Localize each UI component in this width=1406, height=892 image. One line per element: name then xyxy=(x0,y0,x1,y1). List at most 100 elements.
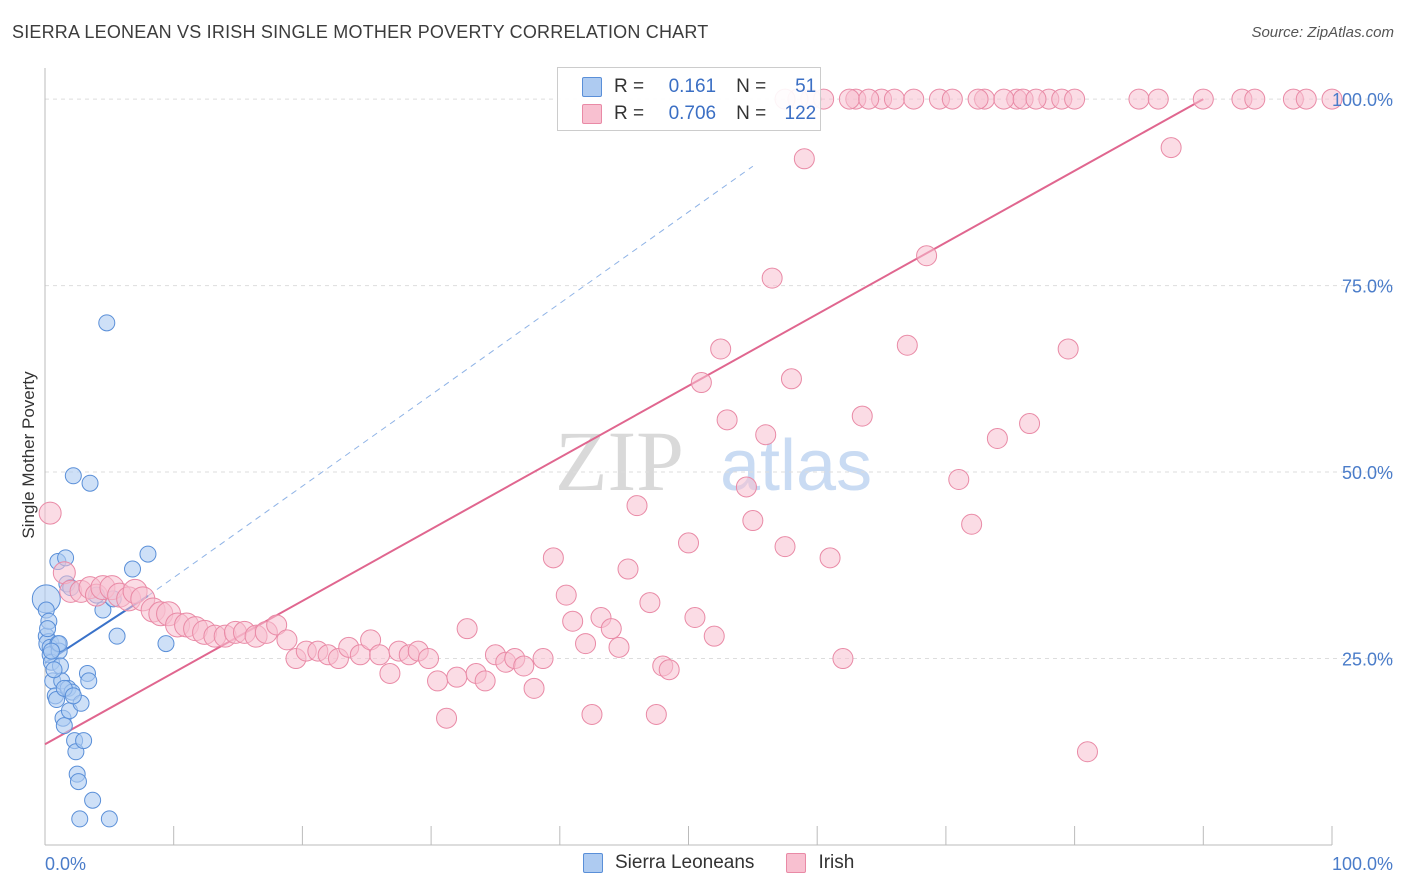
data-point-irish xyxy=(793,148,815,170)
data-point-irish xyxy=(38,501,62,525)
data-point-irish xyxy=(832,648,854,670)
data-point-irish xyxy=(1192,88,1214,110)
y-tick-label: 100.0% xyxy=(1332,90,1393,110)
legend-row-irish: R = 0.706 N = 122 xyxy=(582,102,816,126)
trend-extension-sierra-leoneans xyxy=(147,165,754,597)
n-label: N = xyxy=(736,76,767,97)
data-point-irish xyxy=(446,666,468,688)
n-value: 122 xyxy=(784,103,817,124)
data-point-sierra-leonean xyxy=(80,672,98,690)
data-point-irish xyxy=(555,584,577,606)
data-point-irish xyxy=(513,655,535,677)
r-label: R = xyxy=(614,76,645,97)
data-point-irish xyxy=(658,659,680,681)
data-point-irish xyxy=(581,703,603,725)
data-point-irish xyxy=(1057,338,1079,360)
data-point-irish xyxy=(427,670,449,692)
axes xyxy=(44,68,1333,846)
watermark: ZIP atlas xyxy=(555,413,872,509)
data-point-sierra-leonean xyxy=(81,474,99,492)
data-point-irish xyxy=(941,88,963,110)
axis-labels: 25.0% 50.0% 75.0% 100.0% 0.0% 100.0% Single Mo… xyxy=(19,90,1393,874)
data-point-irish xyxy=(883,88,905,110)
series-sierra-leoneans xyxy=(31,314,175,828)
data-point-irish xyxy=(858,88,880,110)
series-irish xyxy=(38,88,1343,763)
data-point-sierra-leonean xyxy=(64,687,82,705)
data-point-irish xyxy=(523,677,545,699)
legend-swatch-pink xyxy=(786,853,807,873)
data-point-irish xyxy=(1025,88,1047,110)
data-point-sierra-leonean xyxy=(124,560,142,578)
grid-lines xyxy=(45,98,1395,660)
data-point-irish xyxy=(916,245,938,267)
data-point-irish xyxy=(961,513,983,535)
data-point-irish xyxy=(684,606,706,628)
data-point-irish xyxy=(967,88,989,110)
data-point-sierra-leonean xyxy=(75,732,93,750)
data-point-irish xyxy=(1064,88,1086,110)
data-point-irish xyxy=(456,618,478,640)
legend-swatch-pink xyxy=(582,104,602,124)
data-point-sierra-leonean xyxy=(108,627,126,645)
data-point-sierra-leonean xyxy=(42,642,60,660)
legend-row-sierra-leoneans: R = 0.161 N = 51 xyxy=(582,75,816,99)
x-tick-label: 100.0% xyxy=(1332,854,1393,874)
data-point-irish xyxy=(1128,88,1150,110)
data-point-irish xyxy=(851,405,873,427)
data-point-irish xyxy=(1147,88,1169,110)
watermark-zip: ZIP xyxy=(555,413,684,509)
series-legend: Sierra Leoneans Irish xyxy=(583,852,886,874)
y-axis-label: Single Mother Poverty xyxy=(19,371,38,539)
data-point-irish xyxy=(819,547,841,569)
data-point-irish xyxy=(780,368,802,390)
data-point-irish xyxy=(379,662,401,684)
data-point-irish xyxy=(678,532,699,554)
x-tick-label: 0.0% xyxy=(45,854,86,874)
data-point-irish xyxy=(1321,88,1343,110)
data-point-irish xyxy=(436,707,458,729)
data-point-sierra-leonean xyxy=(64,467,82,485)
data-point-irish xyxy=(948,469,970,491)
n-value: 51 xyxy=(795,76,817,97)
data-point-irish xyxy=(703,625,725,647)
data-point-sierra-leonean xyxy=(100,810,118,828)
data-point-irish xyxy=(600,618,622,640)
data-point-irish xyxy=(896,334,918,356)
data-point-irish xyxy=(755,424,777,446)
data-point-irish xyxy=(266,614,288,636)
data-point-irish xyxy=(690,372,712,394)
y-tick-label: 25.0% xyxy=(1342,650,1393,670)
data-point-irish xyxy=(1160,137,1182,159)
data-point-irish xyxy=(838,88,860,110)
data-point-irish xyxy=(575,633,597,655)
data-point-irish xyxy=(418,648,440,670)
data-point-sierra-leonean xyxy=(139,545,157,563)
data-point-irish xyxy=(645,703,667,725)
data-point-irish xyxy=(562,610,584,632)
data-point-irish xyxy=(474,670,496,692)
data-point-irish xyxy=(993,88,1015,110)
data-point-sierra-leonean xyxy=(55,717,73,735)
data-point-sierra-leonean xyxy=(71,810,89,828)
data-point-sierra-leonean xyxy=(69,773,87,791)
data-point-irish xyxy=(1295,88,1317,110)
y-tick-label: 50.0% xyxy=(1342,463,1393,483)
chart-title: SIERRA LEONEAN VS IRISH SINGLE MOTHER PO… xyxy=(12,22,709,42)
data-point-irish xyxy=(532,648,554,670)
data-point-irish xyxy=(716,409,738,431)
correlation-legend: R = 0.161 N = 51 R = 0.706 N = 122 xyxy=(557,67,821,131)
data-point-irish xyxy=(1244,88,1266,110)
data-point-sierra-leonean xyxy=(157,635,175,653)
data-point-sierra-leonean xyxy=(45,661,63,679)
n-label: N = xyxy=(736,103,767,124)
data-point-irish xyxy=(1019,413,1041,435)
legend-label: Irish xyxy=(818,852,855,873)
data-point-irish xyxy=(761,267,783,289)
data-point-sierra-leonean xyxy=(84,791,102,809)
legend-label: Sierra Leoneans xyxy=(615,852,755,873)
data-point-irish xyxy=(617,558,639,580)
r-label: R = xyxy=(614,103,645,124)
legend-swatch-blue xyxy=(582,77,602,97)
